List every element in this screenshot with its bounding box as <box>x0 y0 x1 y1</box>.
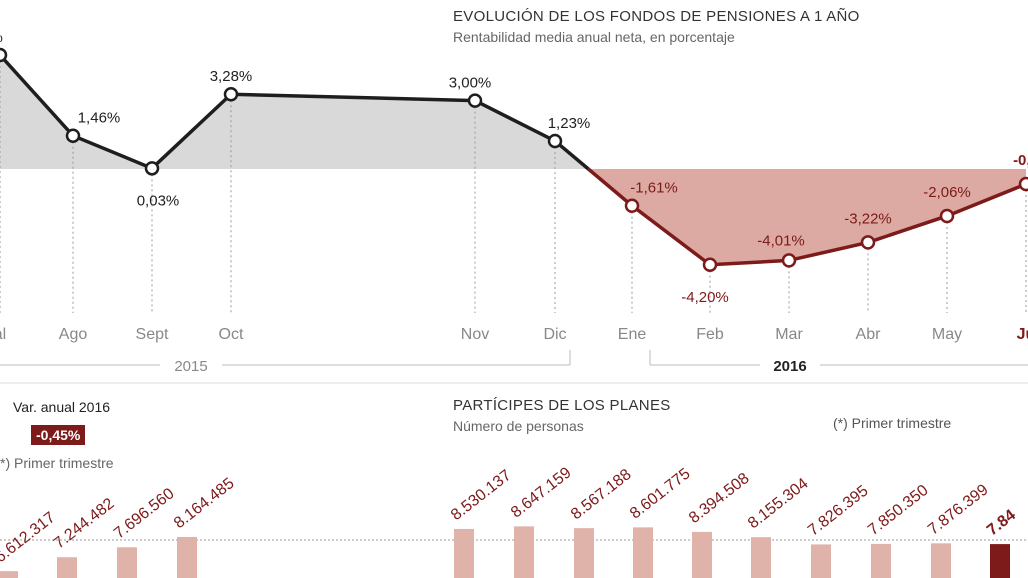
bar-value-label: 7.850.350 <box>865 482 932 539</box>
data-point <box>0 47 8 63</box>
bar-value-label: 7.696.560 <box>111 485 178 542</box>
var-badge: -0,45% <box>31 425 86 445</box>
footnote: (*) Primer trimestre <box>833 415 952 431</box>
data-label: 3,28% <box>210 68 253 85</box>
data-label: -0,6 <box>1013 152 1028 169</box>
data-point <box>65 128 81 143</box>
bar <box>514 526 534 578</box>
data-point <box>781 253 797 268</box>
bar-value-label: 6.612.317 <box>0 509 59 566</box>
x-tick-label: Feb <box>696 326 724 343</box>
bar <box>990 544 1010 578</box>
var-label: Var. anual 2016 <box>13 399 111 415</box>
data-point <box>1018 176 1028 192</box>
x-tick-label: Sept <box>136 326 169 343</box>
bar-value-label: 7.84 <box>984 507 1019 540</box>
data-label: 1,46% <box>78 110 121 127</box>
line-chart-subtitle: Rentabilidad media anual neta, en porcen… <box>453 29 735 45</box>
data-point <box>144 161 160 176</box>
x-tick-label: Ju <box>1017 326 1028 343</box>
bar-value-label: 8.394.508 <box>686 470 753 527</box>
bar <box>0 571 18 578</box>
x-tick-label: al <box>0 326 6 343</box>
bar-value-label: 8.567.188 <box>568 466 635 523</box>
data-label: -2,06% <box>923 184 971 201</box>
x-tick-label: Mar <box>775 326 803 343</box>
data-point <box>467 93 483 108</box>
bar <box>692 531 712 578</box>
left-footnote: *) Primer trimestre <box>0 455 114 471</box>
bar-value-label: 8.155.304 <box>745 475 812 532</box>
data-label: 1,23% <box>548 115 591 132</box>
data-point <box>223 86 239 102</box>
bar <box>871 543 891 578</box>
bar-value-label: 8.530.137 <box>448 467 515 524</box>
data-point <box>624 198 640 213</box>
bar-chart-title: PARTÍCIPES DE LOS PLANES <box>453 397 671 414</box>
negative-area <box>588 169 1026 265</box>
data-point <box>939 208 955 224</box>
data-label: -3,22% <box>844 210 892 227</box>
data-point <box>547 133 563 149</box>
bar-value-label: 7.876.399 <box>925 481 992 538</box>
data-point <box>860 235 876 250</box>
x-tick-label: Dic <box>543 326 566 343</box>
data-label: -4,20% <box>681 289 729 306</box>
line-chart-title: EVOLUCIÓN DE LOS FONDOS DE PENSIONES A 1… <box>453 8 860 25</box>
x-tick-label: Ago <box>59 326 88 343</box>
positive-area <box>0 55 589 169</box>
x-tick-label: Ene <box>618 326 647 343</box>
data-point <box>702 257 718 273</box>
data-label: 3,00% <box>449 75 492 92</box>
data-label: -1,61% <box>630 180 678 197</box>
bar-value-label: 8.647.159 <box>508 464 575 521</box>
bar <box>633 527 653 578</box>
bar-value-label: 7.826.395 <box>805 482 872 539</box>
bar-value-label: 8.601.775 <box>627 465 694 522</box>
bar <box>574 528 594 578</box>
year-label-2015: 2015 <box>174 358 207 375</box>
x-tick-label: May <box>932 326 962 343</box>
bar <box>177 536 197 578</box>
bar-value-label: 7.244.482 <box>51 495 118 552</box>
bar <box>811 544 831 578</box>
bar <box>931 543 951 578</box>
data-label: -4,01% <box>757 232 805 249</box>
year-label-2016: 2016 <box>773 358 806 375</box>
data-label: 4% <box>0 29 3 46</box>
x-tick-label: Nov <box>461 326 489 343</box>
x-tick-label: Oct <box>219 326 244 343</box>
bar-value-label: 8.164.485 <box>171 475 238 532</box>
bar <box>57 557 77 578</box>
data-label: 0,03% <box>137 192 180 209</box>
bar-chart-subtitle: Número de personas <box>453 418 584 434</box>
x-tick-label: Abr <box>856 326 882 343</box>
bar <box>117 547 137 578</box>
bar <box>751 537 771 578</box>
bar <box>454 528 474 578</box>
